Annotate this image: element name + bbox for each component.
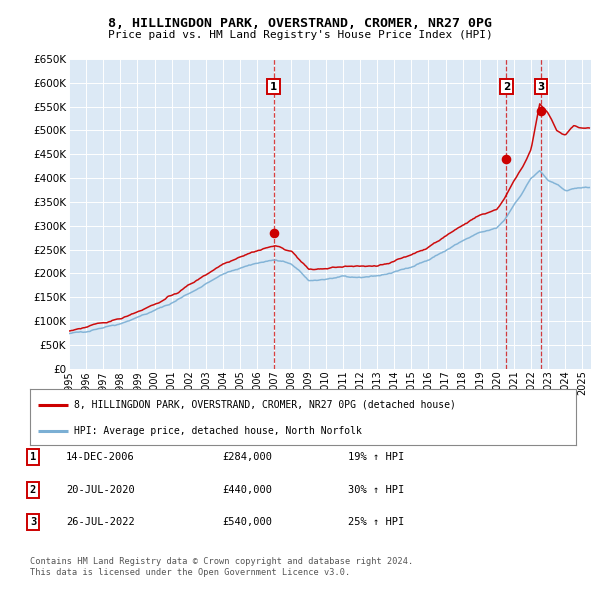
Text: £540,000: £540,000 [222,517,272,527]
Text: HPI: Average price, detached house, North Norfolk: HPI: Average price, detached house, Nort… [74,427,362,437]
Text: 26-JUL-2022: 26-JUL-2022 [66,517,135,527]
Point [269,229,278,238]
Text: 30% ↑ HPI: 30% ↑ HPI [348,485,404,494]
Text: 3: 3 [537,82,544,92]
Point [536,107,545,116]
Text: 3: 3 [30,517,36,527]
Text: 1: 1 [270,82,277,92]
Text: Price paid vs. HM Land Registry's House Price Index (HPI): Price paid vs. HM Land Registry's House … [107,30,493,40]
Text: £284,000: £284,000 [222,453,272,462]
Text: 25% ↑ HPI: 25% ↑ HPI [348,517,404,527]
Text: 1: 1 [30,453,36,462]
Text: 8, HILLINGDON PARK, OVERSTRAND, CROMER, NR27 0PG: 8, HILLINGDON PARK, OVERSTRAND, CROMER, … [108,17,492,30]
Point [502,155,511,164]
Text: 19% ↑ HPI: 19% ↑ HPI [348,453,404,462]
Text: 14-DEC-2006: 14-DEC-2006 [66,453,135,462]
Text: This data is licensed under the Open Government Licence v3.0.: This data is licensed under the Open Gov… [30,568,350,577]
Text: 2: 2 [30,485,36,494]
Text: 20-JUL-2020: 20-JUL-2020 [66,485,135,494]
Text: £440,000: £440,000 [222,485,272,494]
Text: 8, HILLINGDON PARK, OVERSTRAND, CROMER, NR27 0PG (detached house): 8, HILLINGDON PARK, OVERSTRAND, CROMER, … [74,399,455,409]
Text: 2: 2 [503,82,510,92]
Text: Contains HM Land Registry data © Crown copyright and database right 2024.: Contains HM Land Registry data © Crown c… [30,557,413,566]
